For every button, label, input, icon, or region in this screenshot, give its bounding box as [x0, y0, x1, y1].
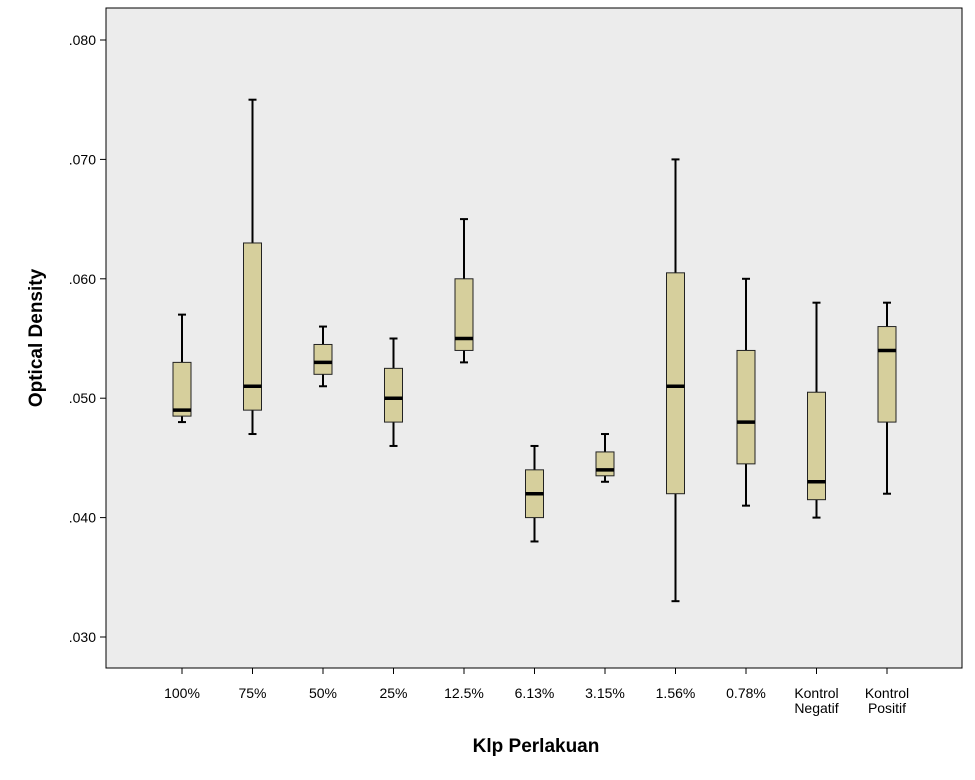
plot-area	[105, 7, 963, 669]
box-series	[172, 98, 897, 603]
iqr-box	[454, 278, 474, 351]
y-tick-label: .030	[69, 629, 96, 645]
iqr-box	[384, 367, 403, 423]
iqr-box	[666, 272, 685, 495]
x-tick-label: 100%	[164, 685, 200, 701]
iqr-box	[877, 326, 897, 423]
y-axis-title: Optical Density	[26, 268, 47, 407]
box-group	[384, 337, 403, 447]
x-axis-title: Klp Perlakuan	[473, 736, 600, 757]
x-tick-label: 50%	[309, 685, 337, 701]
box-group	[807, 301, 826, 519]
x-tick-label: Kontrol Negatif	[794, 685, 838, 716]
y-axis: .030 .040 .050 .060 .070 .080	[69, 32, 106, 645]
x-tick-label: 75%	[238, 685, 266, 701]
iqr-box	[172, 361, 192, 417]
y-tick-label: .050	[69, 390, 96, 406]
x-tick-label: 0.78%	[726, 685, 766, 701]
x-tick-label: Kontrol Positif	[865, 685, 909, 716]
x-tick-label: 6.13%	[515, 685, 555, 701]
y-tick-label: .070	[69, 151, 96, 167]
iqr-box	[595, 451, 615, 477]
box-group	[313, 325, 333, 388]
box-group	[525, 444, 544, 543]
box-group	[666, 158, 685, 603]
iqr-box	[807, 391, 826, 501]
y-tick-label: .060	[69, 271, 96, 287]
x-axis: 100% 75% 50% 25% 12.5% 6.13% 3.15% 1.56% 0.78% Ko…	[164, 668, 909, 716]
box-group	[877, 301, 897, 495]
y-tick-label: .080	[69, 32, 96, 48]
y-tick-label: .040	[69, 510, 96, 526]
box-group	[243, 98, 262, 436]
iqr-box	[736, 349, 756, 465]
iqr-box	[313, 343, 333, 375]
x-tick-label: 12.5%	[444, 685, 484, 701]
box-group	[736, 277, 756, 507]
x-tick-label: 25%	[379, 685, 407, 701]
box-group	[172, 313, 192, 424]
x-tick-label: 1.56%	[656, 685, 696, 701]
x-tick-label: 3.15%	[585, 685, 625, 701]
iqr-box	[243, 242, 262, 411]
box-group	[595, 433, 615, 483]
box-group	[454, 218, 474, 364]
